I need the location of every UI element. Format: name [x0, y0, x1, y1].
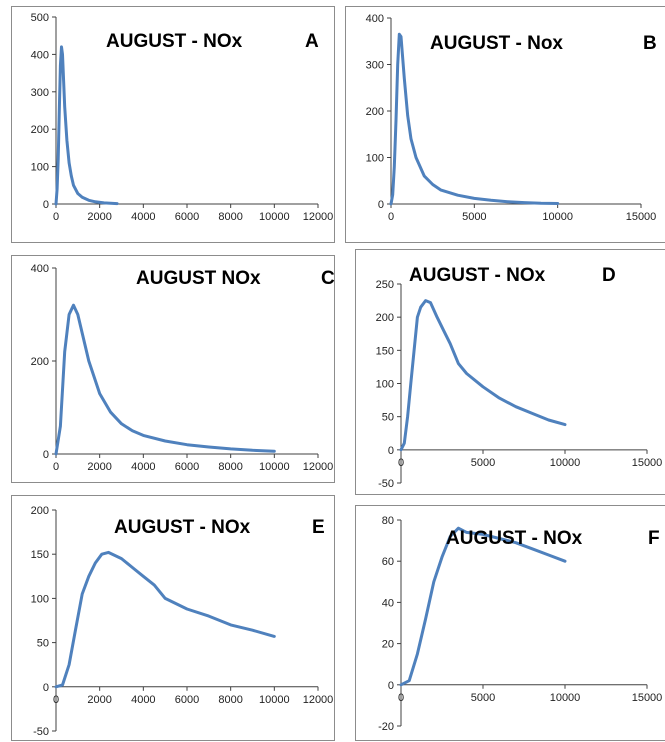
x-tick-label: 10000 — [550, 692, 581, 704]
x-tick-label: 15000 — [632, 457, 663, 469]
x-tick-label: 10000 — [259, 461, 290, 473]
x-tick-label: 15000 — [626, 211, 657, 223]
panel-label: B — [643, 33, 657, 54]
y-tick-label: 80 — [382, 515, 394, 527]
x-tick-label: 0 — [398, 457, 404, 469]
series-line — [54, 303, 276, 456]
panel-label: A — [305, 31, 319, 52]
y-tick-label: 200 — [31, 124, 49, 136]
y-tick-label: 40 — [382, 597, 394, 609]
y-tick-label: 60 — [382, 556, 394, 568]
chart-panel-e: -50 0 50 100 150 200 0 2000 4000 6000 8000 10000 120… — [11, 495, 335, 741]
x-tick-label: 5000 — [471, 457, 495, 469]
x-tick-label: 10000 — [259, 694, 290, 706]
x-tick-label: 4000 — [131, 461, 155, 473]
chart-title: AUGUST - NOx — [409, 265, 546, 286]
x-tick-label: 0 — [53, 694, 59, 706]
x-tick-label: 12000 — [303, 211, 334, 223]
x-tick-label: 2000 — [87, 694, 111, 706]
series-line — [389, 32, 560, 206]
y-tick-label: 150 — [31, 549, 49, 561]
panel-label: C — [321, 268, 335, 289]
chart-f: -20 0 20 40 60 80 0 5000 10000 15000 AUGUST - NOx F — [378, 515, 663, 733]
chart-d: -50 0 50 100 150 200 250 0 5000 10000 15000 AUGUST … — [376, 265, 663, 490]
panel-label: F — [648, 528, 660, 549]
x-tick-label: 12000 — [303, 694, 334, 706]
y-tick-label: 0 — [388, 680, 394, 692]
chart-panel-d: -50 0 50 100 150 200 250 0 5000 10000 15000 AUGUST … — [355, 249, 665, 495]
y-tick-label: 250 — [376, 279, 394, 291]
chart-panel-f: -20 0 20 40 60 80 0 5000 10000 15000 AUGUST - NOx F — [355, 505, 665, 741]
y-tick-label: -20 — [378, 721, 394, 733]
chart-title: AUGUST NOx — [136, 268, 261, 289]
x-tick-label: 0 — [53, 461, 59, 473]
x-tick-label: 2000 — [87, 211, 111, 223]
x-tick-label: 8000 — [218, 694, 242, 706]
x-tick-label: 4000 — [131, 694, 155, 706]
x-tick-label: 4000 — [131, 211, 155, 223]
y-tick-label: -50 — [378, 478, 394, 490]
x-tick-label: 0 — [398, 692, 404, 704]
x-tick-label: 6000 — [175, 461, 199, 473]
x-tick-label: 0 — [53, 211, 59, 223]
chart-b: 0 100 200 300 400 0 5000 10000 15000 AUGUST - Nox… — [366, 13, 657, 223]
x-tick-label: 10000 — [542, 211, 573, 223]
x-tick-label: 8000 — [218, 461, 242, 473]
chart-title: AUGUST - Nox — [430, 33, 563, 54]
chart-panel-b: 0 100 200 300 400 0 5000 10000 15000 AUGUST - Nox… — [345, 6, 665, 243]
chart-panel-a: 0 100 200 300 400 500 0 2000 4000 6000 8000 10000 12… — [11, 6, 335, 243]
y-tick-label: 100 — [31, 162, 49, 174]
x-tick-label: 10000 — [259, 211, 290, 223]
y-tick-label: 200 — [366, 106, 384, 118]
y-tick-label: 100 — [366, 153, 384, 165]
y-tick-label: 0 — [43, 449, 49, 461]
x-tick-label: 6000 — [175, 211, 199, 223]
y-tick-label: 0 — [43, 682, 49, 694]
y-tick-label: 300 — [366, 60, 384, 72]
x-tick-label: 15000 — [632, 692, 663, 704]
chart-title: AUGUST - NOx — [114, 517, 251, 538]
x-tick-label: 2000 — [87, 461, 111, 473]
chart-title: AUGUST - NOx — [446, 528, 583, 549]
y-tick-label: 100 — [31, 593, 49, 605]
y-tick-label: 200 — [31, 356, 49, 368]
series-line — [54, 45, 119, 206]
chart-a: 0 100 200 300 400 500 0 2000 4000 6000 8000 10000 12… — [31, 12, 334, 223]
x-tick-label: 5000 — [462, 211, 486, 223]
x-tick-label: 0 — [388, 211, 394, 223]
series-line — [399, 526, 567, 687]
y-tick-label: 0 — [388, 445, 394, 457]
x-tick-label: 6000 — [175, 694, 199, 706]
y-tick-label: 400 — [31, 263, 49, 275]
series-line — [54, 550, 276, 689]
series-line — [399, 299, 567, 452]
y-tick-label: -50 — [33, 726, 49, 738]
y-tick-label: 150 — [376, 345, 394, 357]
y-tick-label: 50 — [382, 412, 394, 424]
y-tick-label: 400 — [31, 49, 49, 61]
chart-panel-c: 0 200 400 0 2000 4000 6000 8000 10000 12000 AUGUST… — [11, 255, 335, 483]
y-tick-label: 200 — [376, 312, 394, 324]
y-tick-label: 500 — [31, 12, 49, 24]
panel-label: E — [312, 517, 325, 538]
y-tick-label: 300 — [31, 87, 49, 99]
x-tick-label: 5000 — [471, 692, 495, 704]
panel-label: D — [602, 265, 616, 286]
x-tick-label: 12000 — [303, 461, 334, 473]
y-tick-label: 50 — [37, 638, 49, 650]
x-tick-label: 10000 — [550, 457, 581, 469]
y-tick-label: 0 — [378, 199, 384, 211]
y-tick-label: 20 — [382, 639, 394, 651]
y-tick-label: 100 — [376, 379, 394, 391]
x-tick-label: 8000 — [218, 211, 242, 223]
y-tick-label: 0 — [43, 199, 49, 211]
y-tick-label: 200 — [31, 505, 49, 517]
y-tick-label: 400 — [366, 13, 384, 25]
chart-title: AUGUST - NOx — [106, 31, 243, 52]
